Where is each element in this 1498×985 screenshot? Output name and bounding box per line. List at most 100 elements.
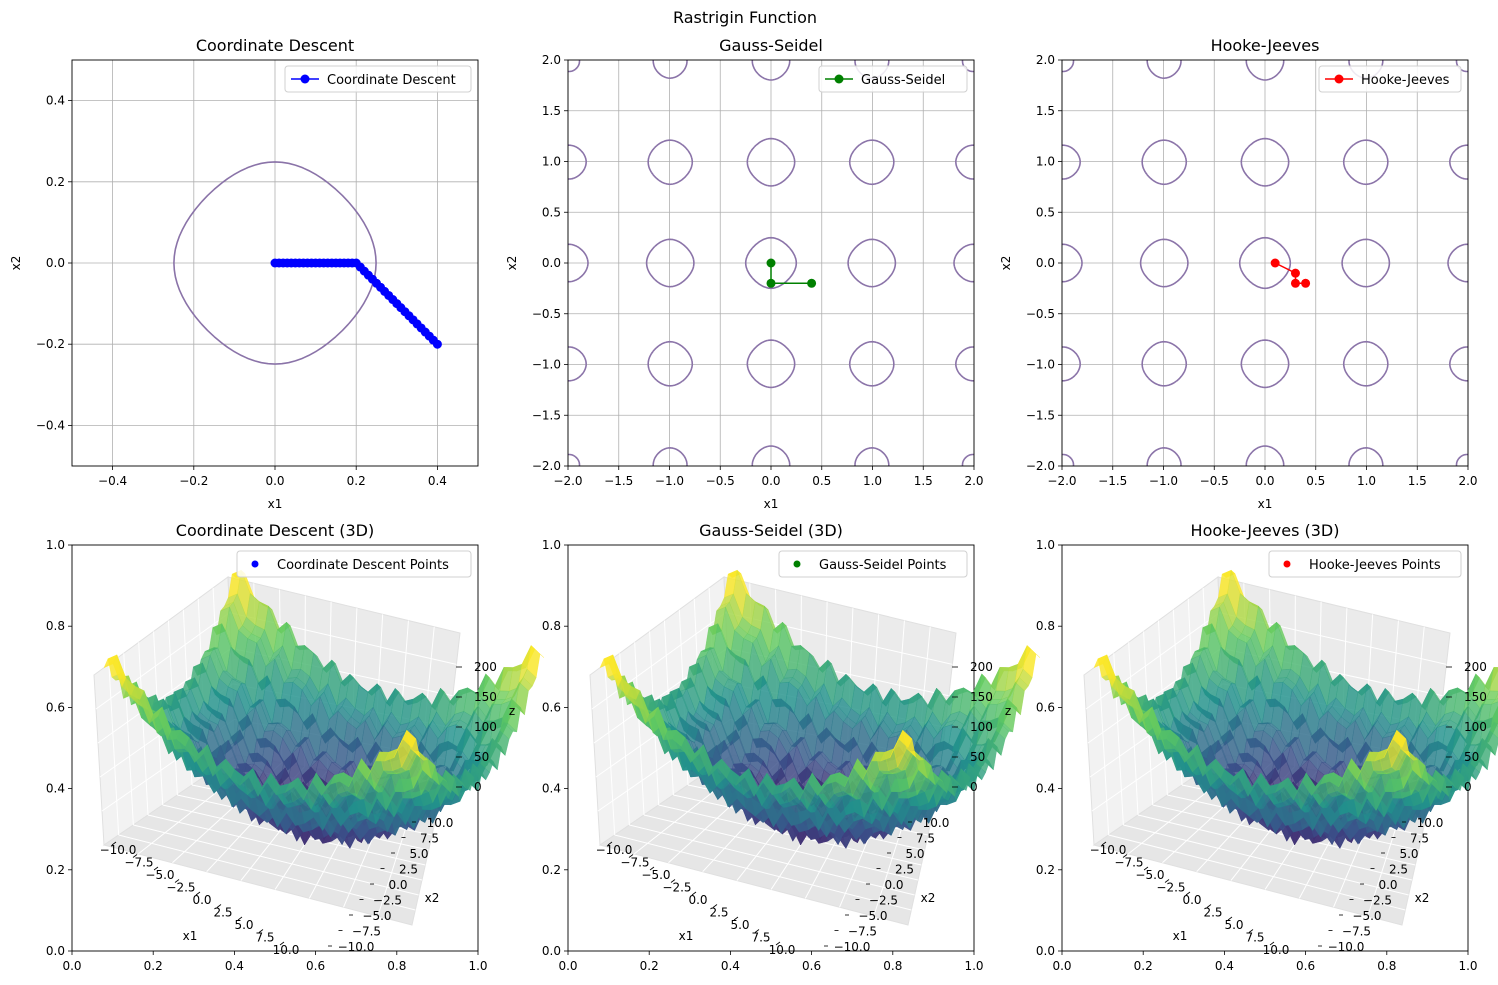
- x3d-tick-label: −5.0: [641, 868, 670, 882]
- data-point: [1301, 278, 1311, 288]
- y3d-tick-label: −5.0: [362, 909, 391, 923]
- y-tick-label: −1.5: [532, 408, 561, 422]
- y-tick-label: 2.0: [1036, 53, 1055, 67]
- x3d-tick-label: 2.5: [1203, 906, 1222, 920]
- panel-3d-2: 0.0 0.2 0.4 0.6 0.8 1.0 0.0 0.2 0.4 0.6 0.8 1.0 Hook…: [1036, 521, 1498, 973]
- x3d-tick-label: 5.0: [234, 918, 253, 932]
- legend: Hooke-Jeeves: [1318, 65, 1462, 93]
- x3d-tick: [712, 904, 718, 908]
- x-tick-label: 0.8: [883, 959, 902, 973]
- legend-marker: [251, 560, 259, 568]
- y-tick-label: −2.0: [532, 459, 561, 473]
- y-tick-label: 0.2: [1036, 863, 1055, 877]
- y3d-axis-label: x2: [921, 891, 936, 905]
- x3d-tick: [775, 941, 781, 946]
- legend: Coordinate Descent: [284, 65, 472, 93]
- x3d-tick-label: 2.5: [213, 906, 232, 920]
- x-tick-label: −0.5: [706, 474, 735, 488]
- y-tick-label: 0.6: [1036, 700, 1055, 714]
- legend-box: [818, 65, 968, 93]
- legend-box: [236, 550, 472, 578]
- legend: Coordinate Descent Points: [236, 550, 472, 578]
- x3d-tick-label: −2.5: [662, 881, 691, 895]
- grid-line: [1098, 664, 1110, 836]
- y-tick-label: 1.0: [1036, 538, 1055, 552]
- grid-line: [147, 814, 423, 881]
- y-tick-label: 0.6: [46, 700, 65, 714]
- x-tick-label: 0.5: [812, 474, 831, 488]
- y-tick-label: −0.4: [36, 418, 65, 432]
- x3d-tick-label: −10.0: [1090, 843, 1127, 857]
- grid-line: [614, 834, 912, 911]
- surface-cell: [402, 729, 417, 748]
- axes-title: Hooke-Jeeves: [1211, 36, 1320, 55]
- legend: Gauss-Seidel: [818, 65, 968, 93]
- x3d-tick-label: −10.0: [596, 843, 633, 857]
- x-tick-label: 0.6: [306, 959, 325, 973]
- y-tick-label: 0.2: [46, 175, 65, 189]
- x-tick-label: 1.0: [863, 474, 882, 488]
- axes-title: Coordinate Descent: [196, 36, 354, 55]
- y-tick-label: −1.0: [532, 358, 561, 372]
- x3d-tick: [607, 841, 613, 846]
- y-tick-label: 1.0: [1036, 155, 1055, 169]
- y-tick-label: −0.5: [1026, 307, 1055, 321]
- x3d-tick: [279, 941, 285, 946]
- y3d-tick-label: −10.0: [834, 940, 871, 954]
- y3d-tick-label: 10.0: [1417, 816, 1444, 830]
- x3d-tick: [174, 879, 180, 883]
- y3d-tick-label: −7.5: [352, 925, 381, 939]
- grid-line: [118, 834, 416, 911]
- y-tick-label: 2.0: [542, 53, 561, 67]
- grid-line: [1128, 642, 1139, 816]
- y-tick-label: 0.5: [1036, 205, 1055, 219]
- y-tick-label: 0.0: [46, 256, 65, 270]
- grid-line: [591, 612, 726, 710]
- x3d-tick-label: −5.0: [145, 868, 174, 882]
- x3d-tick-label: −2.5: [1156, 881, 1185, 895]
- legend-marker: [1334, 74, 1344, 84]
- x-tick-label: 1.5: [1408, 474, 1427, 488]
- y-tick-label: 1.5: [542, 104, 561, 118]
- x3d-tick-label: 5.0: [730, 918, 749, 932]
- z3d-tick-label: 0: [1464, 780, 1472, 794]
- y3d-tick-label: 5.0: [1399, 847, 1418, 861]
- x3d-tick: [1206, 904, 1212, 908]
- grid-line: [108, 664, 120, 836]
- x3d-axis-label: x1: [183, 929, 198, 943]
- y-axis-label: x2: [505, 256, 519, 271]
- y3d-tick-label: −7.5: [1342, 925, 1371, 939]
- y-tick-label: 0.2: [46, 863, 65, 877]
- legend-label: Gauss-Seidel: [861, 73, 945, 88]
- z3d-tick-label: 200: [1464, 660, 1487, 674]
- data-point: [766, 258, 776, 268]
- z3d-tick-label: 200: [970, 660, 993, 674]
- axes-title: Gauss-Seidel: [719, 36, 823, 55]
- surface-cell: [898, 729, 913, 748]
- x3d-tick-label: 7.5: [751, 931, 770, 945]
- x-tick-label: −0.5: [1200, 474, 1229, 488]
- x-tick-label: 2.0: [964, 474, 983, 488]
- legend-box: [778, 550, 968, 578]
- x-tick-label: −2.0: [553, 474, 582, 488]
- y-tick-label: 0.8: [542, 619, 561, 633]
- x3d-tick-label: 0.0: [1182, 893, 1201, 907]
- grid-line: [133, 824, 419, 896]
- panel-2d-1: −2.0 −1.5 −1.0 −0.5 0.0 0.5 1.0 1.5 2.0 −2.0 −1.5 −…: [505, 36, 984, 511]
- y3d-tick-label: −7.5: [848, 925, 877, 939]
- y3d-tick-label: 7.5: [916, 832, 935, 846]
- y-tick-label: 0.0: [46, 944, 65, 958]
- x3d-tick: [111, 841, 117, 846]
- x3d-tick: [237, 916, 243, 921]
- y-tick-label: 0.8: [1036, 619, 1055, 633]
- x3d-tick-label: 10.0: [273, 943, 300, 957]
- x3d-tick: [1164, 879, 1170, 883]
- x-tick-label: 0.6: [1296, 959, 1315, 973]
- y3d-tick-label: 10.0: [427, 816, 454, 830]
- y3d-tick-label: −5.0: [1352, 909, 1381, 923]
- x-tick-label: 0.4: [428, 474, 447, 488]
- z3d-tick-label: 0: [474, 780, 482, 794]
- z3d-tick-label: 50: [1464, 750, 1479, 764]
- legend-label: Coordinate Descent: [327, 73, 456, 88]
